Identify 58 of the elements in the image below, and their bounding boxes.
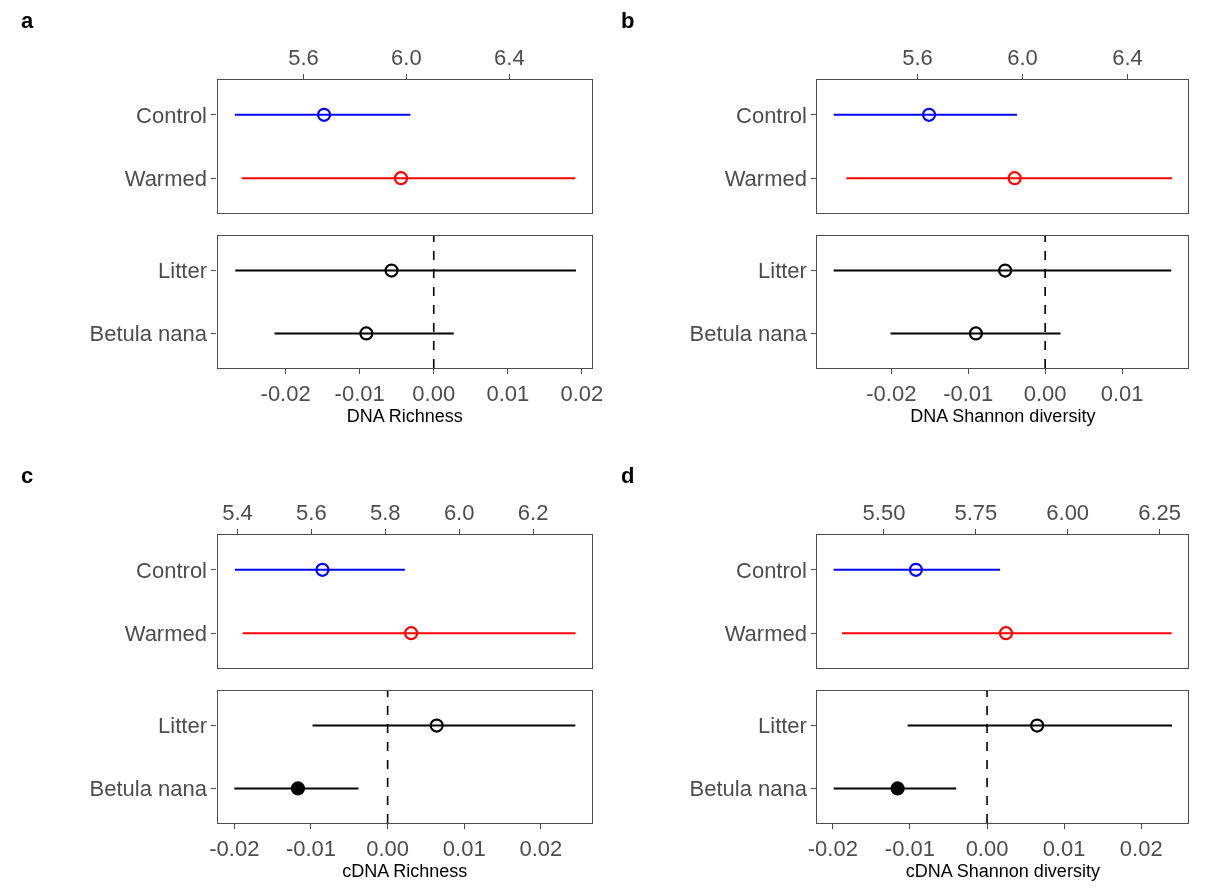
x-tick-label: 5.8 [369,500,401,526]
x-tick-label: -0.02 [260,380,311,406]
text: d [621,463,635,488]
x-tick-label: 6.0 [391,45,422,71]
y-tick-label: Control [136,102,207,128]
x-tick-label: 6.0 [1007,45,1038,71]
y-tick-label: Control [736,102,807,128]
x-tick-label: -0.02 [866,380,917,406]
x-tick-label: 6.2 [517,500,549,526]
y-tick-label: Betula nana [89,321,208,347]
y-tick-label: Warmed [724,620,807,646]
x-tick-label: 5.50 [862,500,906,526]
y-tick-label: Litter [158,258,207,284]
x-tick-label: -0.01 [285,835,337,861]
x-tick-label: -0.01 [943,380,994,406]
x-tick-label: 0.02 [519,835,563,861]
x-tick-label: -0.02 [807,835,858,861]
x-axis-title: DNA Richness [346,405,463,426]
x-axis-title: cDNA Richness [342,860,468,881]
text: a [21,8,34,33]
x-axis-title: DNA Shannon diversity [910,405,1096,426]
y-tick-label: Control [736,557,807,583]
x-tick-label: 6.4 [494,45,525,71]
x-axis-title: cDNA Shannon diversity [905,860,1100,881]
x-tick-label: 6.4 [1112,45,1143,71]
x-tick-label: 6.25 [1138,500,1181,526]
y-tick-label: Betula nana [689,321,808,347]
x-tick-label: 5.75 [954,500,998,526]
y-tick-label: Litter [758,713,807,739]
text: b [621,8,635,33]
y-tick-label: Control [136,557,207,583]
x-tick-label: -0.02 [209,835,260,861]
y-tick-label: Betula nana [89,776,208,802]
x-tick-label: 0.00 [412,380,456,406]
y-tick-label: Warmed [724,165,807,191]
x-tick-label: 0.00 [366,835,410,861]
x-tick-label: 0.01 [442,835,486,861]
x-tick-label: 6.00 [1046,500,1090,526]
x-tick-label: 6.0 [443,500,475,526]
x-tick-label: 0.02 [560,380,604,406]
y-tick-label: Warmed [124,165,207,191]
x-tick-label: 5.6 [296,500,327,526]
x-tick-label: -0.01 [334,380,385,406]
x-tick-label: 0.00 [965,835,1009,861]
x-tick-label: 0.00 [1023,380,1067,406]
y-tick-label: Warmed [124,620,207,646]
y-tick-label: Litter [758,258,807,284]
x-tick-label: 5.4 [222,500,253,526]
x-tick-label: 0.01 [1042,835,1086,861]
x-tick-label: 0.01 [486,380,530,406]
y-tick-label: Betula nana [689,776,808,802]
x-tick-label: 0.01 [1100,380,1144,406]
x-tick-label: 5.6 [288,45,319,71]
x-tick-label: -0.01 [884,835,936,861]
x-tick-label: 0.02 [1119,835,1163,861]
y-tick-label: Litter [158,713,207,739]
x-tick-label: 5.6 [902,45,933,71]
text: c [21,463,34,488]
